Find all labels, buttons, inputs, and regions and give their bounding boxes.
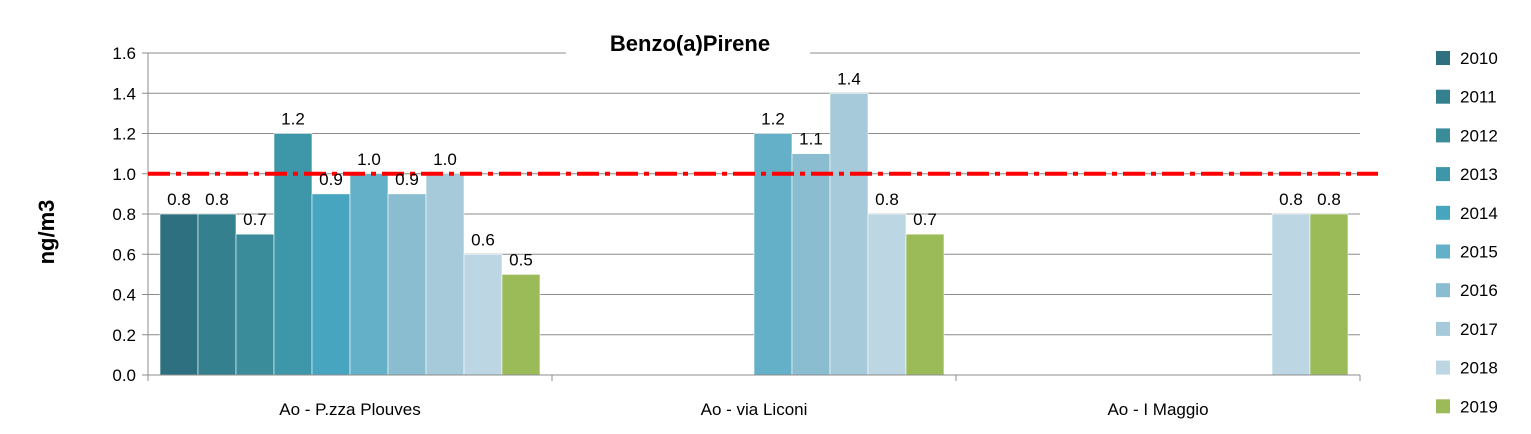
- y-tick-label: 0.6: [112, 245, 136, 264]
- bar-data-label: 1.0: [357, 150, 381, 169]
- legend-label: 2019: [1460, 397, 1498, 416]
- bar-data-label: 0.9: [395, 170, 419, 189]
- legend-swatch: [1436, 205, 1450, 220]
- legend-swatch: [1436, 51, 1450, 65]
- legend: 2010 2011 2012 2013 2014 2015 2016 2017 2018 2019: [1436, 49, 1498, 416]
- bar-data-label: 0.9: [319, 170, 343, 189]
- data-labels: 0.8 0.8 0.7 1.2 0.9 1.0 1.2 0.9 1.1 1.0 1.4 0.6 0.8 0…: [167, 69, 1341, 269]
- y-tick-label: 0.8: [112, 205, 136, 224]
- bar: [867, 213, 907, 376]
- legend-swatch: [1436, 283, 1450, 298]
- bar: [463, 253, 503, 376]
- bar: [159, 213, 199, 376]
- y-axis-label: ng/m3: [34, 200, 59, 265]
- bar: [425, 173, 465, 376]
- legend-label: 2016: [1460, 281, 1498, 300]
- bar-data-label: 0.7: [913, 210, 937, 229]
- bar: [349, 173, 389, 376]
- bar-data-label: 0.8: [1317, 190, 1341, 209]
- y-tick-label: 0.2: [112, 326, 136, 345]
- bar: [273, 133, 313, 376]
- legend-label: 2011: [1460, 88, 1497, 107]
- bar-data-label: 0.7: [243, 210, 267, 229]
- x-category-label: Ao - via Liconi: [701, 400, 808, 419]
- legend-label: 2015: [1460, 243, 1498, 262]
- bar: [197, 213, 237, 376]
- legend-label: 2012: [1460, 126, 1498, 145]
- legend-swatch: [1436, 360, 1450, 375]
- bar: [387, 193, 427, 376]
- bar: [235, 233, 275, 376]
- bar: [753, 133, 793, 376]
- y-tick-label: 1.0: [112, 165, 136, 184]
- legend-swatch: [1436, 321, 1450, 336]
- chart-title: Benzo(a)Pirene: [610, 31, 770, 56]
- bar-data-label: 0.6: [471, 230, 495, 249]
- bar-data-label: 0.5: [509, 250, 533, 269]
- y-tick-label: 0.0: [112, 366, 136, 385]
- legend-swatch: [1436, 89, 1450, 104]
- bar-data-label: 1.1: [799, 130, 823, 149]
- bar: [791, 153, 831, 376]
- bar-data-label: 1.2: [761, 110, 785, 129]
- bar-data-label: 1.2: [281, 110, 305, 129]
- bar-data-label: 0.8: [1279, 190, 1303, 209]
- legend-swatch: [1436, 128, 1450, 143]
- legend-label: 2017: [1460, 320, 1498, 339]
- y-tick-label: 1.4: [112, 84, 136, 103]
- bar-data-label: 0.8: [875, 190, 899, 209]
- legend-swatch: [1436, 167, 1450, 182]
- bar: [1309, 213, 1349, 376]
- x-category-labels: Ao - P.zza Plouves Ao - via Liconi Ao - I …: [279, 400, 1208, 419]
- x-category-label: Ao - I Maggio: [1107, 400, 1208, 419]
- bars: [159, 92, 1349, 376]
- y-tick-label: 0.4: [112, 286, 136, 305]
- y-tick-label: 1.2: [112, 125, 136, 144]
- bar-data-label: 1.4: [837, 69, 861, 88]
- axes: [142, 52, 1361, 381]
- chart-title-box: [566, 24, 810, 64]
- bar: [501, 274, 541, 376]
- bar: [905, 233, 945, 376]
- y-tick-label: 1.6: [112, 44, 136, 63]
- legend-swatch: [1436, 244, 1450, 259]
- bar: [1271, 213, 1311, 376]
- legend-label: 2014: [1460, 204, 1498, 223]
- bar: [311, 193, 351, 376]
- bar: [829, 92, 869, 376]
- legend-label: 2013: [1460, 165, 1498, 184]
- legend-label: 2010: [1460, 49, 1498, 68]
- bar-data-label: 0.8: [167, 190, 191, 209]
- bar-data-label: 1.0: [433, 150, 457, 169]
- x-category-label: Ao - P.zza Plouves: [279, 400, 420, 419]
- legend-swatch: [1436, 399, 1450, 414]
- legend-label: 2018: [1460, 359, 1498, 378]
- bar-data-label: 0.8: [205, 190, 229, 209]
- y-tick-labels: 0.0 0.2 0.4 0.6 0.8 1.0 1.2 1.4 1.6: [112, 44, 136, 385]
